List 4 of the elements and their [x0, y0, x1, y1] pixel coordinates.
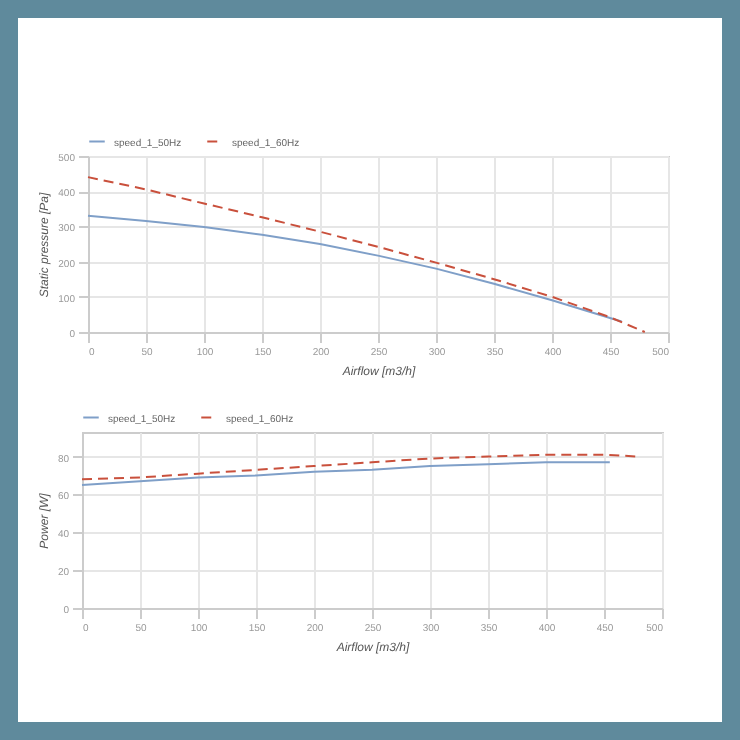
line-series — [81, 453, 640, 481]
line-series — [81, 461, 611, 486]
line-series — [87, 214, 623, 323]
line-series — [87, 176, 646, 333]
